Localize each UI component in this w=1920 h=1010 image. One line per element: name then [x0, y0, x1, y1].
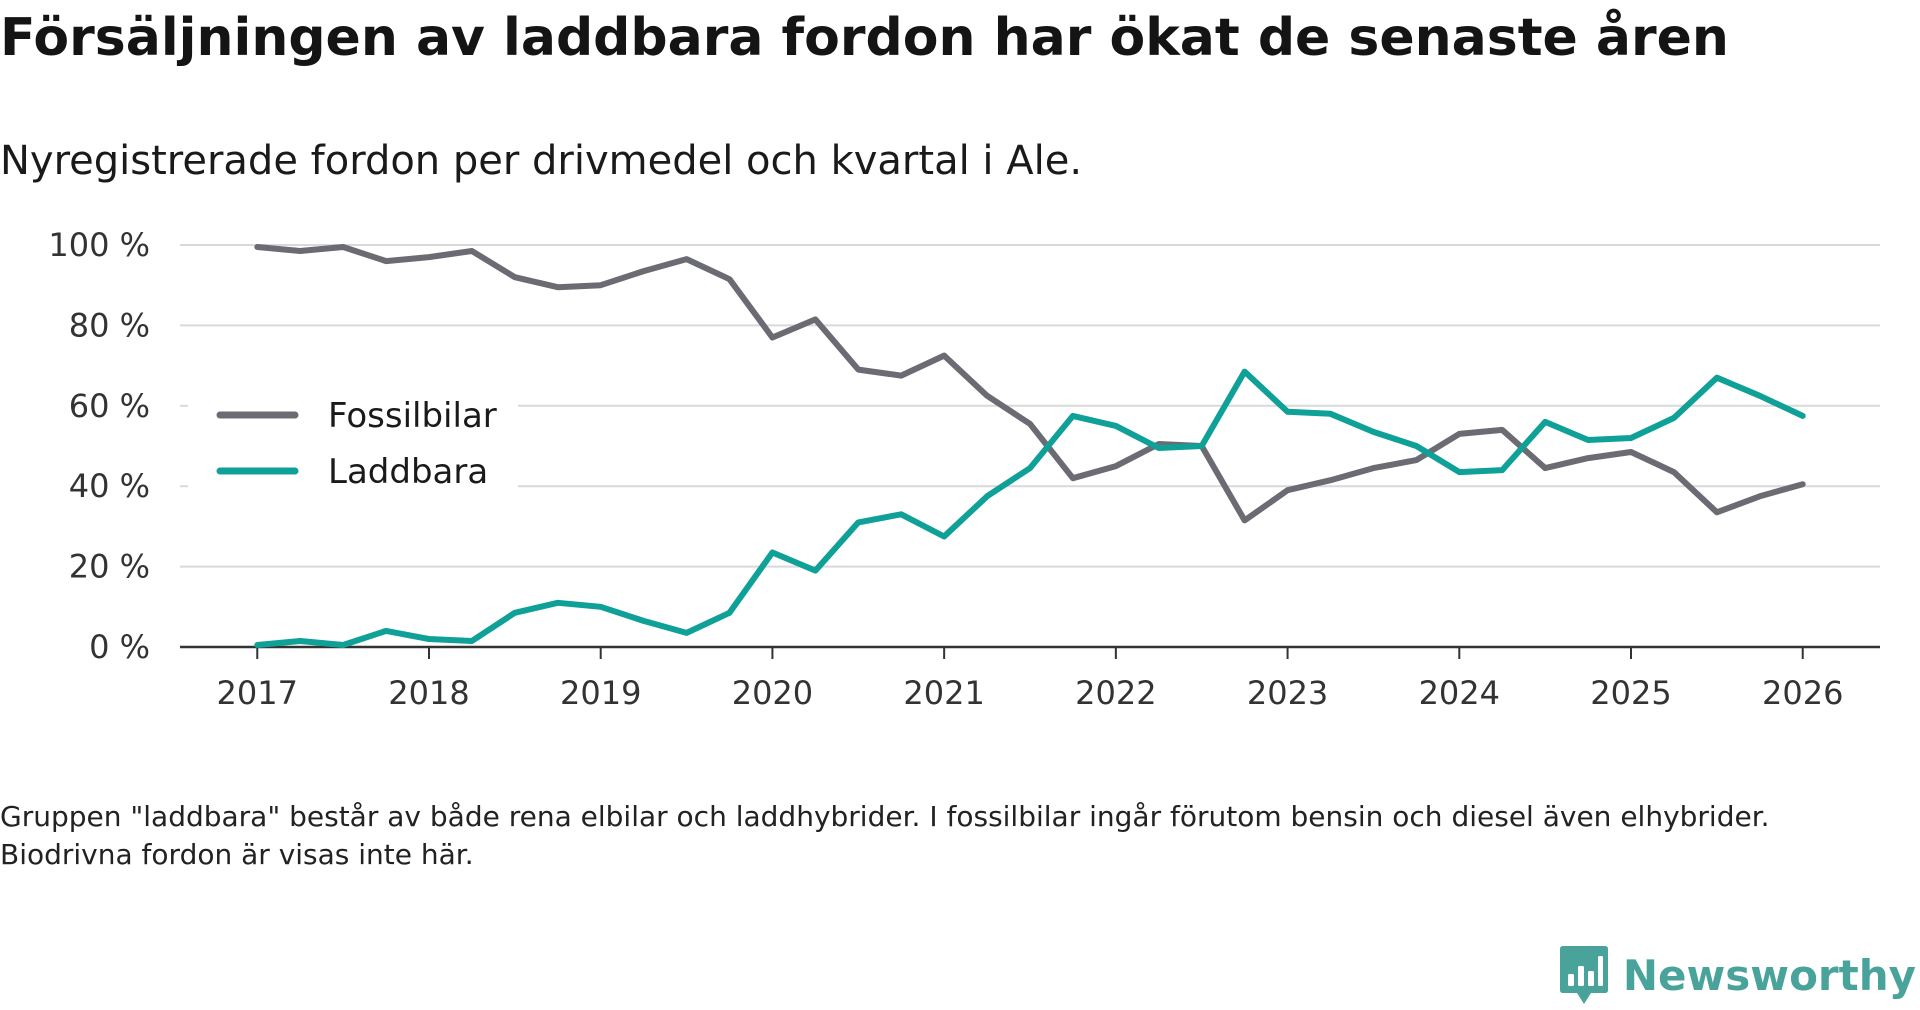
newsworthy-logo-icon: [1559, 946, 1608, 1004]
y-tick-label: 20 %: [69, 548, 150, 586]
legend: Fossilbilar Laddbara: [188, 377, 518, 497]
legend-label: Laddbara: [328, 452, 488, 492]
brand-name: Newsworthy: [1622, 950, 1916, 1000]
chart-title: Försäljningen av laddbara fordon har öka…: [0, 8, 1729, 68]
x-tick-label: 2024: [1419, 674, 1500, 712]
brand-logo: Newsworthy: [1559, 944, 1916, 1006]
x-tick-label: 2019: [560, 674, 641, 712]
x-tick-label: 2023: [1247, 674, 1328, 712]
y-tick-label: 40 %: [69, 467, 150, 505]
x-tick-label: 2017: [217, 674, 298, 712]
legend-background: [188, 377, 518, 497]
footnote: Gruppen "laddbara" består av både rena e…: [0, 800, 1770, 871]
series-line-fossilbilar: [254, 244, 1806, 524]
x-tick-label: 2021: [903, 674, 984, 712]
series-line-laddbara: [254, 368, 1806, 648]
x-tick-label: 2020: [732, 674, 813, 712]
y-tick-label: 0 %: [89, 628, 150, 666]
legend-label: Fossilbilar: [328, 396, 497, 436]
y-tick-label: 80 %: [69, 306, 150, 344]
x-tick-label: 2018: [388, 674, 469, 712]
x-tick-label: 2022: [1075, 674, 1156, 712]
line-chart: 0 % 20 % 40 % 60 % 80 % 100 % 2017 2018 2019 2020…: [48, 226, 1880, 712]
series-lines: [254, 244, 1806, 648]
gridlines: [180, 244, 1880, 568]
axes: 0 % 20 % 40 % 60 % 80 % 100 % 2017 2018 2019 2020…: [48, 226, 1880, 712]
y-tick-label: 100 %: [48, 226, 150, 264]
chart-subtitle: Nyregistrerade fordon per drivmedel och …: [0, 138, 1083, 184]
y-tick-label: 60 %: [69, 387, 150, 425]
x-tick-label: 2025: [1590, 674, 1671, 712]
x-tick-label: 2026: [1762, 674, 1843, 712]
